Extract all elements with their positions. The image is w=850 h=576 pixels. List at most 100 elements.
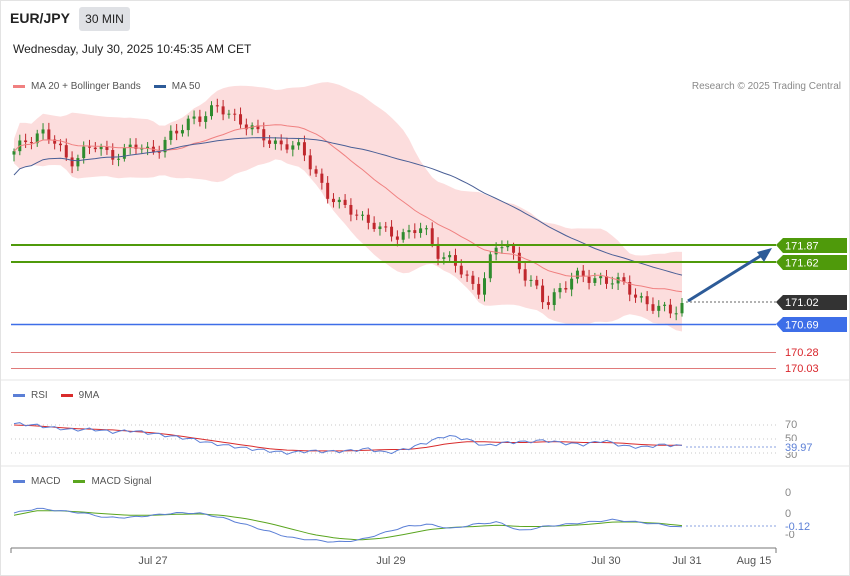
candle-body	[35, 133, 39, 144]
macd-tick-bottom: -0	[785, 529, 795, 541]
rsi-ma-legend-label: 9MA	[78, 390, 100, 401]
level-label-171-87: 171.87	[785, 241, 819, 253]
candle-body	[535, 279, 539, 286]
rsi-tick-70: 70	[785, 419, 797, 431]
macd-line	[13, 507, 683, 543]
candle-body	[302, 142, 306, 156]
macd-value: -0.12	[785, 521, 810, 533]
rsi-line	[13, 422, 683, 455]
candle-body	[308, 155, 312, 170]
candle-body	[395, 236, 399, 240]
candle-body	[349, 204, 353, 215]
candle-body	[570, 278, 574, 290]
level-tag-170-69	[776, 317, 847, 332]
ma20-line	[13, 124, 683, 293]
candle-body	[93, 147, 97, 150]
candle-body	[175, 130, 179, 134]
macd-swatch	[13, 480, 25, 483]
candle-body	[372, 222, 376, 230]
candles-group	[12, 98, 684, 321]
candle-body	[378, 226, 382, 230]
candle-body	[610, 283, 614, 285]
candle-body	[488, 254, 492, 279]
macd-signal-line	[13, 510, 683, 541]
candle-body	[419, 228, 423, 234]
macd-legend: MACD MACD Signal	[13, 476, 151, 487]
candle-body	[500, 247, 504, 249]
candle-body	[459, 265, 463, 275]
candle-body	[663, 304, 667, 306]
rsi-legend-label: RSI	[31, 390, 48, 401]
candle-body	[599, 276, 603, 279]
candle-body	[575, 270, 579, 279]
ma50-legend-label: MA 50	[171, 81, 201, 92]
candle-body	[628, 282, 632, 295]
candle-body	[483, 278, 487, 295]
candle-body	[47, 129, 51, 140]
ma50-swatch	[153, 85, 166, 88]
candle-body	[512, 245, 516, 253]
candle-body	[546, 302, 550, 305]
candle-body	[552, 292, 556, 305]
candle-body	[163, 139, 167, 153]
candle-body	[111, 150, 115, 160]
rsi-swatch	[13, 394, 25, 397]
rsi-value-bg	[782, 441, 818, 452]
candle-body	[529, 279, 533, 281]
candle-body	[331, 198, 335, 203]
candle-body	[186, 118, 190, 131]
candle-body	[76, 158, 80, 167]
candle-body	[227, 113, 231, 115]
candle-body	[12, 151, 16, 155]
candle-body	[401, 232, 405, 240]
candle-body	[279, 140, 283, 145]
rsi-ma-line	[13, 424, 682, 452]
forecast-arrow-head	[757, 248, 772, 262]
level-tag-171-87	[776, 238, 847, 253]
candle-body	[262, 129, 266, 141]
candle-body	[99, 146, 103, 150]
candle-body	[657, 305, 661, 311]
timeframe-badge[interactable]: 30 MIN	[79, 7, 130, 31]
candle-body	[273, 140, 277, 144]
candle-body	[564, 287, 568, 290]
candle-body	[471, 275, 475, 284]
candle-body	[639, 296, 643, 298]
candle-body	[314, 169, 318, 174]
candle-body	[221, 106, 225, 115]
x-label-aug-15: Aug 15	[737, 555, 772, 567]
candle-body	[326, 182, 330, 199]
level-label-171-02: 171.02	[785, 297, 819, 309]
candle-body	[128, 144, 132, 148]
rsi-ma-swatch	[60, 394, 73, 397]
level-label-170-03: 170.03	[785, 363, 819, 375]
candle-body	[541, 285, 545, 303]
candle-body	[453, 255, 457, 266]
candle-body	[134, 144, 138, 149]
candle-body	[337, 199, 341, 203]
ma20-legend-label: MA 20 + Bollinger Bands	[31, 81, 141, 92]
candle-body	[436, 243, 440, 259]
rsi-legend: RSI 9MA	[13, 390, 99, 401]
level-label-170-28: 170.28	[785, 347, 819, 359]
candle-body	[384, 226, 388, 228]
candle-body	[343, 199, 347, 205]
macd-signal-swatch	[73, 480, 86, 483]
candle-body	[64, 145, 68, 158]
x-label-jul-31: Jul 31	[672, 555, 701, 567]
candle-body	[53, 139, 57, 144]
candle-body	[169, 130, 173, 140]
candle-body	[355, 214, 359, 216]
level-tag-171-02	[776, 295, 847, 310]
candle-body	[244, 124, 248, 130]
candle-body	[297, 142, 301, 146]
candle-body	[424, 228, 428, 230]
candle-body	[105, 146, 109, 151]
candle-body	[442, 257, 446, 259]
macd-value-bg	[782, 520, 818, 531]
candle-body	[256, 125, 260, 130]
candle-body	[593, 278, 597, 283]
candle-body	[430, 228, 434, 244]
candle-body	[604, 276, 608, 284]
candle-body	[58, 143, 62, 146]
